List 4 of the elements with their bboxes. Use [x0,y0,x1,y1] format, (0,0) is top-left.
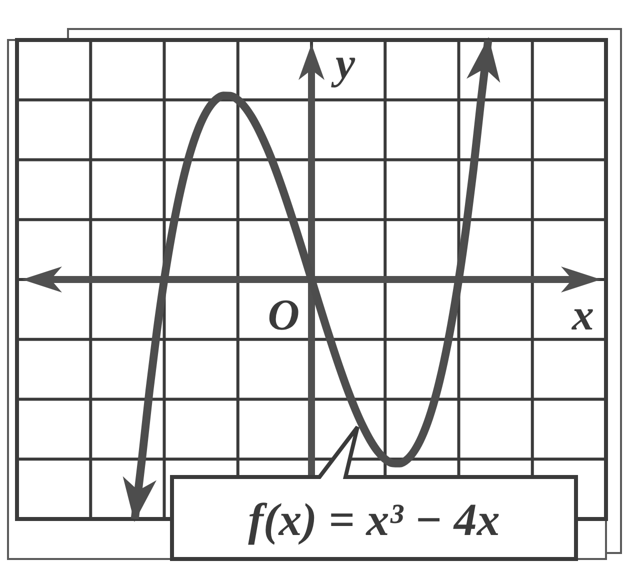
y-axis-title: y [330,39,356,88]
annotation: O [268,290,300,340]
x-axis-title: x [571,290,594,340]
annotation: f(x) = x³ − 4x [248,494,500,545]
